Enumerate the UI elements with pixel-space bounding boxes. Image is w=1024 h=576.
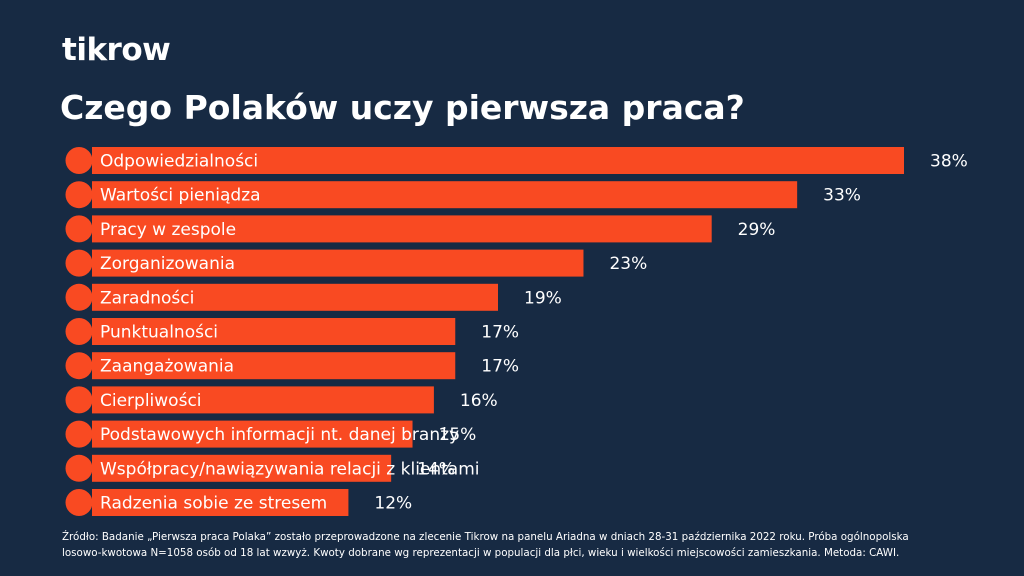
bar-bullet-4: [65, 249, 93, 277]
bar-bullet-9: [65, 420, 93, 448]
bar-7: [92, 352, 456, 380]
bar-bullet-7: [65, 352, 93, 380]
value-label-4: 23%: [609, 254, 647, 274]
value-label-8: 16%: [460, 391, 498, 411]
bar-bullet-2: [65, 181, 93, 209]
bar-3: [92, 215, 712, 243]
category-label-2: Wartości pieniądza: [100, 186, 261, 206]
bar-10: [92, 454, 392, 482]
bar-4: [92, 249, 584, 277]
source-line-2: losowo-kwotowa N=1058 osób od 18 lat wzw…: [62, 547, 900, 559]
bar-bullet-11: [65, 489, 93, 516]
bar-bullet-3: [65, 215, 93, 243]
bar-bullet-6: [65, 318, 93, 345]
category-label-4: Zorganizowania: [100, 254, 235, 274]
value-label-1: 38%: [930, 152, 968, 172]
category-label-7: Zaangażowania: [100, 357, 234, 377]
value-label-3: 29%: [738, 220, 776, 240]
source-line-1: Źródło: Badanie „Pierwsza praca Polaka” …: [62, 531, 909, 543]
category-label-11: Radzenia sobie ze stresem: [100, 494, 327, 514]
bar-bullet-1: [65, 147, 93, 174]
value-label-11: 12%: [374, 494, 412, 514]
bar-11: [92, 489, 349, 516]
category-label-9: Podstawowych informacji nt. danej branży: [100, 425, 459, 445]
category-label-3: Pracy w zespole: [100, 220, 236, 240]
category-label-8: Cierpliwości: [100, 391, 202, 411]
value-label-5: 19%: [524, 288, 562, 308]
bar-bullet-8: [65, 386, 93, 414]
bar-8: [92, 386, 434, 414]
bar-2: [92, 181, 798, 209]
value-label-6: 17%: [481, 323, 519, 343]
value-label-10: 14%: [417, 459, 455, 479]
bar-9: [92, 420, 413, 448]
category-label-10: Współpracy/nawiązywania relacji z klient…: [100, 459, 480, 479]
value-label-7: 17%: [481, 357, 519, 377]
source-footnote: Źródło: Badanie „Pierwsza praca Polaka” …: [62, 529, 962, 561]
value-label-2: 33%: [823, 186, 861, 206]
bar-bullet-5: [65, 283, 93, 311]
bar-5: [92, 283, 498, 311]
category-label-5: Zaradności: [100, 288, 194, 308]
bar-6: [92, 318, 456, 345]
category-label-6: Punktualności: [100, 323, 218, 343]
bar-bullet-10: [65, 454, 93, 482]
tikrow-logo: tikrow: [62, 32, 171, 68]
value-label-9: 15%: [439, 425, 477, 445]
chart-title: Czego Polaków uczy pierwsza praca?: [60, 88, 745, 127]
category-label-1: Odpowiedzialności: [100, 152, 258, 172]
bar-1: [92, 147, 904, 174]
